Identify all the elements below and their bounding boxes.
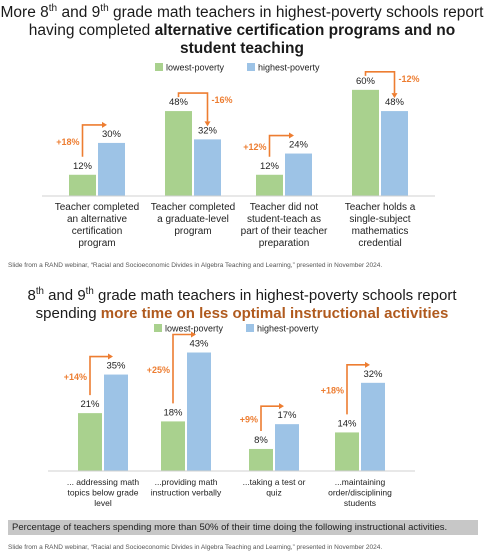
category-label: Teacher completed <box>55 202 140 213</box>
bar-lowest-poverty <box>161 421 185 471</box>
arrowhead <box>365 361 370 368</box>
bar-lowest-poverty <box>352 89 379 196</box>
legend-swatch-highest <box>247 63 255 71</box>
arrowhead <box>108 353 113 360</box>
chart-panel-activities: 8th and 9th grade math teachers in highe… <box>0 282 484 551</box>
bar-highest-poverty <box>361 382 385 471</box>
data-label-lowest: 12% <box>260 161 280 172</box>
category-label: Teacher did not <box>250 202 319 213</box>
category-label: Teacher holds a <box>345 202 416 213</box>
chart-caption: Percentage of teachers spending more tha… <box>8 520 478 535</box>
arrowhead <box>204 121 211 127</box>
arrowhead <box>191 331 196 338</box>
category-label: credential <box>358 238 401 249</box>
bar-chart-activities: lowest-poverty highest-poverty 21% 35% +14%.… <box>48 324 415 508</box>
bar-highest-poverty <box>275 424 299 471</box>
category-label: students <box>344 498 376 508</box>
source-note: Slide from a RAND webinar, “Racial and S… <box>8 262 383 269</box>
legend-swatch-lowest <box>154 324 162 332</box>
category-label: ...maintaining <box>335 477 386 487</box>
legend-label-lowest: lowest-poverty <box>165 324 224 334</box>
category-label: quiz <box>266 488 282 498</box>
data-label-lowest: 60% <box>356 76 376 87</box>
data-label-highest: 30% <box>102 129 122 140</box>
change-arrow <box>364 71 396 94</box>
change-label: +18% <box>321 386 344 396</box>
arrowhead <box>279 403 284 410</box>
bar-lowest-poverty <box>335 432 359 471</box>
bar-lowest-poverty <box>69 174 96 196</box>
change-label: +14% <box>64 372 87 382</box>
change-arrow <box>346 364 365 415</box>
category-label: program <box>174 226 211 237</box>
category-label: single-subject <box>349 214 410 225</box>
category-label: ...providing math <box>155 477 218 487</box>
change-arrow <box>260 405 279 431</box>
bar-lowest-poverty <box>249 448 273 471</box>
legend-swatch-lowest <box>155 63 163 71</box>
data-label-highest: 32% <box>363 369 383 380</box>
bar-highest-poverty <box>98 142 125 196</box>
bar-lowest-poverty <box>256 174 283 196</box>
legend-swatch-highest <box>246 324 254 332</box>
chart-title: 8th and 9th grade math teachers in highe… <box>27 286 457 322</box>
bar-lowest-poverty <box>78 413 102 471</box>
category-label: level <box>94 498 112 508</box>
change-arrow <box>89 355 108 396</box>
bar-highest-poverty <box>381 111 408 196</box>
category-label: an alternative <box>67 214 127 225</box>
change-arrow <box>268 134 289 157</box>
bar-highest-poverty <box>187 352 211 471</box>
change-label: +18% <box>56 137 79 147</box>
data-label-lowest: 48% <box>169 97 189 108</box>
category-label: program <box>78 238 115 249</box>
change-arrow <box>172 333 191 404</box>
bar-highest-poverty <box>104 374 128 471</box>
legend-label-lowest: lowest-poverty <box>166 63 225 73</box>
bar-lowest-poverty <box>165 111 192 196</box>
category-label: ... addressing math <box>67 477 140 487</box>
category-label: order/disciplining <box>328 488 392 498</box>
data-label-lowest: 14% <box>337 418 357 429</box>
change-label: +9% <box>240 415 258 425</box>
data-label-highest: 43% <box>189 339 209 350</box>
chart-panel-certification: More 8th and 9th grade math teachers in … <box>0 2 484 269</box>
data-label-lowest: 8% <box>254 435 268 446</box>
change-label: +25% <box>147 365 170 375</box>
category-label: Teacher completed <box>151 202 236 213</box>
category-label: part of their teacher <box>241 226 328 237</box>
data-label-highest: 35% <box>106 361 126 372</box>
arrowhead <box>391 93 398 99</box>
change-label: +12% <box>243 142 266 152</box>
data-label-highest: 17% <box>277 410 297 421</box>
category-label: topics below grade <box>68 488 139 498</box>
bar-chart-certification: lowest-poverty highest-poverty 12% 30% +18% T… <box>42 63 435 249</box>
arrowhead <box>102 121 107 128</box>
category-label: preparation <box>259 238 310 249</box>
data-label-highest: 24% <box>289 140 309 151</box>
change-arrow <box>81 124 102 157</box>
data-label-lowest: 21% <box>80 399 100 410</box>
source-note: Slide from a RAND webinar, “Racial and S… <box>8 544 383 551</box>
category-label: certification <box>72 226 123 237</box>
category-label: student-teach as <box>247 214 321 225</box>
data-label-highest: 48% <box>385 97 405 108</box>
bar-highest-poverty <box>194 139 221 196</box>
category-label: mathematics <box>352 226 409 237</box>
change-arrow <box>177 92 209 122</box>
change-label: -12% <box>399 74 420 84</box>
category-label: a graduate-level <box>157 214 229 225</box>
category-label: ...taking a test or <box>243 477 306 487</box>
legend-label-highest: highest-poverty <box>257 324 319 334</box>
data-label-lowest: 18% <box>163 407 183 418</box>
data-label-highest: 32% <box>198 125 218 136</box>
legend-label-highest: highest-poverty <box>258 63 320 73</box>
bar-highest-poverty <box>285 153 312 196</box>
change-label: -16% <box>212 95 233 105</box>
category-label: instruction verbally <box>151 488 222 498</box>
arrowhead <box>289 132 294 139</box>
chart-title: More 8th and 9th grade math teachers in … <box>0 2 484 57</box>
data-label-lowest: 12% <box>73 161 93 172</box>
